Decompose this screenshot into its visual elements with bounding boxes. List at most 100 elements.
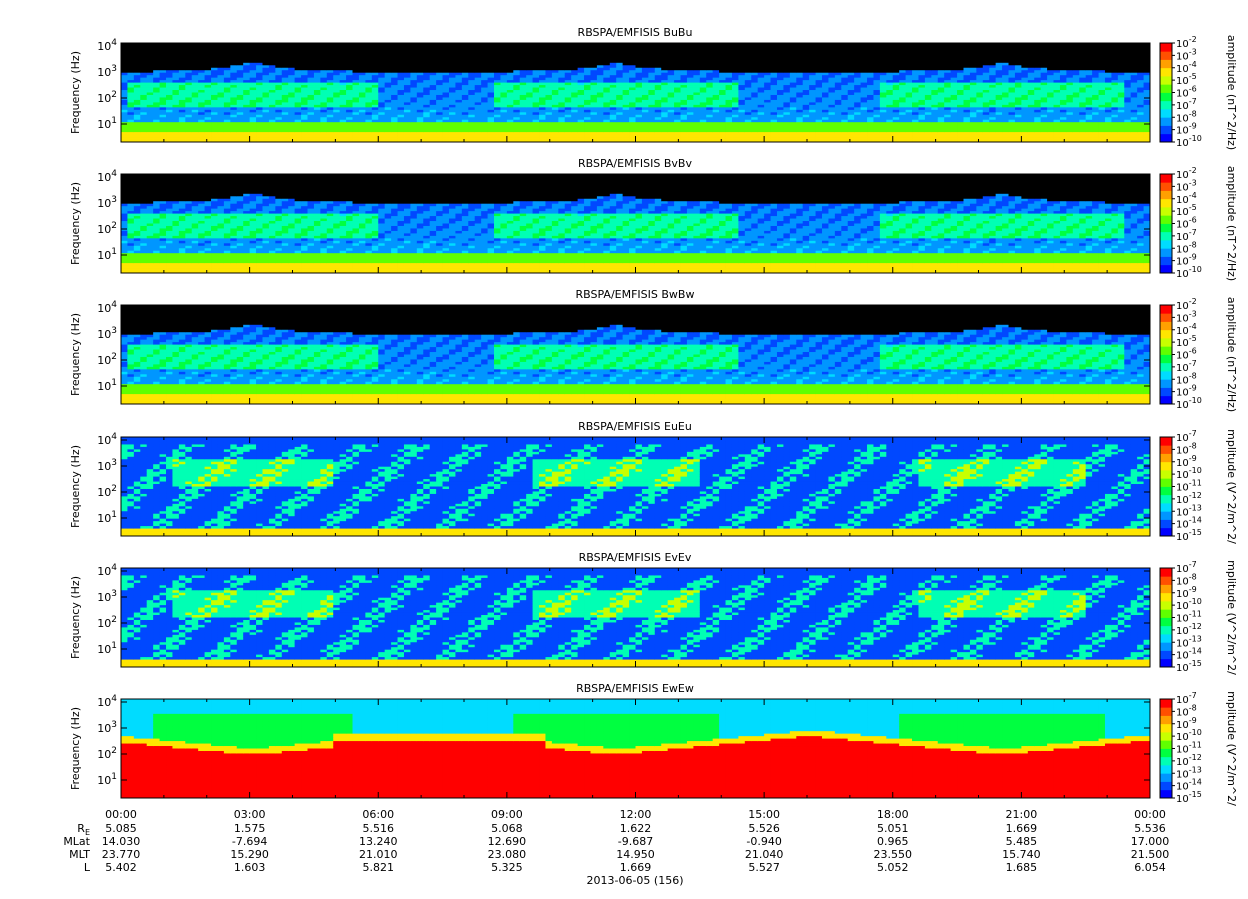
colorbar-tick-label: 10-9 bbox=[1176, 384, 1197, 399]
colorbar-swatch bbox=[1160, 609, 1172, 618]
colorbar-swatch bbox=[1160, 478, 1172, 487]
colorbar-tick-label: 10-12 bbox=[1176, 753, 1202, 768]
colorbar-swatch bbox=[1160, 773, 1172, 782]
colorbar-tick-label: 10-7 bbox=[1176, 429, 1197, 444]
y-tick-label: 104 bbox=[97, 432, 117, 447]
colorbar-swatch bbox=[1160, 740, 1172, 749]
y-tick-label: 102 bbox=[97, 221, 117, 236]
y-tick-label: 103 bbox=[97, 589, 117, 604]
ephemeris-value: 21.040 bbox=[745, 848, 784, 861]
colorbar-tick-label: 10-12 bbox=[1176, 622, 1202, 637]
colorbar-swatch bbox=[1160, 182, 1172, 191]
colorbar-tick-label: 10-8 bbox=[1176, 572, 1197, 587]
colorbar-swatch bbox=[1160, 519, 1172, 529]
y-tick-label: 104 bbox=[97, 300, 117, 315]
date-label: 2013-06-05 (156) bbox=[586, 874, 683, 887]
y-axis-label: Frequency (Hz) bbox=[69, 182, 82, 265]
ephemeris-value: 5.527 bbox=[748, 861, 780, 874]
colorbar: 10-1510-1410-1310-1210-1110-1010-910-810… bbox=[1159, 429, 1238, 544]
colorbar-swatch bbox=[1160, 109, 1172, 118]
ephemeris-value: 5.516 bbox=[363, 822, 395, 835]
colorbar-tick-label: 10-15 bbox=[1176, 790, 1202, 805]
spectrogram-panel: RBSPA/EMFISIS EuEu 101 102 103 104 Frequency … bbox=[69, 420, 1238, 544]
y-tick-label: 104 bbox=[97, 563, 117, 578]
colorbar-swatch bbox=[1160, 732, 1172, 741]
colorbar-tick-label: 10-10 bbox=[1176, 265, 1202, 280]
ephemeris-value: 1.603 bbox=[234, 861, 266, 874]
colorbar-label: mplitude (V^2/m^2/ bbox=[1225, 429, 1238, 544]
time-tick-label: 00:00 bbox=[1134, 808, 1166, 821]
colorbar-swatch bbox=[1160, 699, 1172, 708]
ephemeris-value: 1.669 bbox=[1006, 822, 1038, 835]
colorbar-tick-label: 10-9 bbox=[1176, 253, 1197, 268]
panel-title: RBSPA/EMFISIS BuBu bbox=[578, 26, 693, 39]
colorbar-swatch bbox=[1160, 715, 1172, 725]
colorbar-swatch bbox=[1160, 601, 1172, 610]
ephemeris-value: 6.054 bbox=[1134, 861, 1166, 874]
panel-title: RBSPA/EMFISIS BwBw bbox=[576, 288, 695, 301]
colorbar-swatch bbox=[1160, 511, 1172, 520]
colorbar-tick-label: 10-10 bbox=[1176, 466, 1202, 481]
colorbar-tick-label: 10-14 bbox=[1176, 647, 1202, 662]
ephemeris-value: -9.687 bbox=[618, 835, 653, 848]
colorbar: 10-1510-1410-1310-1210-1110-1010-910-810… bbox=[1159, 560, 1238, 675]
colorbar-label: amplitude (nT^2/Hz) bbox=[1225, 297, 1238, 412]
colorbar-swatch bbox=[1160, 100, 1172, 110]
spectrogram-panel: RBSPA/EMFISIS BuBu 101 102 103 104 Frequency … bbox=[69, 26, 1238, 150]
colorbar-swatch bbox=[1160, 248, 1172, 257]
ephemeris-value: 5.402 bbox=[105, 861, 137, 874]
colorbar-swatch bbox=[1160, 723, 1172, 733]
spectrogram-panel: RBSPA/EMFISIS BwBw 101 102 103 104 Frequency … bbox=[69, 288, 1238, 412]
colorbar-tick-label: 10-5 bbox=[1176, 334, 1197, 349]
colorbar-swatch bbox=[1160, 756, 1172, 766]
y-axis-label: Frequency (Hz) bbox=[69, 313, 82, 396]
ephemeris-value: 1.685 bbox=[1006, 861, 1038, 874]
spectrogram-image bbox=[121, 568, 1151, 668]
spectrogram-image bbox=[121, 174, 1151, 274]
ephemeris-value: 17.000 bbox=[1131, 835, 1170, 848]
panel-title: RBSPA/EMFISIS EvEv bbox=[579, 551, 692, 564]
ephemeris-value: 13.240 bbox=[359, 835, 398, 848]
colorbar-swatch bbox=[1160, 51, 1172, 60]
y-axis-label: Frequency (Hz) bbox=[69, 707, 82, 790]
y-tick-label: 103 bbox=[97, 195, 117, 210]
ephemeris-value: 21.500 bbox=[1131, 848, 1170, 861]
ephemeris-value: 0.965 bbox=[877, 835, 909, 848]
colorbar-tick-label: 10-11 bbox=[1176, 741, 1202, 756]
ephemeris-value: 5.052 bbox=[877, 861, 909, 874]
colorbar-tick-label: 10-14 bbox=[1176, 516, 1202, 531]
colorbar-tick-label: 10-5 bbox=[1176, 72, 1197, 87]
colorbar-swatch bbox=[1160, 576, 1172, 585]
colorbar-swatch bbox=[1160, 321, 1172, 331]
colorbar-swatch bbox=[1160, 642, 1172, 651]
colorbar-swatch bbox=[1160, 117, 1172, 126]
colorbar-label: amplitude (nT^2/Hz) bbox=[1225, 166, 1238, 281]
colorbar-swatch bbox=[1160, 748, 1172, 758]
colorbar-swatch bbox=[1160, 256, 1172, 266]
colorbar-swatch bbox=[1160, 453, 1172, 463]
colorbar-tick-label: 10-12 bbox=[1176, 491, 1202, 506]
colorbar-swatch bbox=[1160, 305, 1172, 314]
panel-title: RBSPA/EMFISIS EuEu bbox=[578, 420, 692, 433]
colorbar-tick-label: 10-8 bbox=[1176, 371, 1197, 386]
time-axis: 00:00 03:00 06:00 09:00 12:00 15:00 18:00 21:00… bbox=[63, 808, 1169, 874]
colorbar-tick-label: 10-10 bbox=[1176, 134, 1202, 149]
spectrogram-image bbox=[121, 437, 1151, 537]
colorbar-tick-label: 10-13 bbox=[1176, 503, 1202, 518]
ephemeris-value: 23.770 bbox=[102, 848, 141, 861]
y-tick-label: 101 bbox=[97, 510, 117, 525]
time-tick-label: 21:00 bbox=[1006, 808, 1038, 821]
time-tick-label: 00:00 bbox=[105, 808, 137, 821]
ephemeris-row-label: MLT bbox=[69, 848, 90, 861]
colorbar-tick-label: 10-3 bbox=[1176, 178, 1197, 193]
colorbar-swatch bbox=[1160, 207, 1172, 216]
ephemeris-value: 14.030 bbox=[102, 835, 141, 848]
y-axis-label: Frequency (Hz) bbox=[69, 576, 82, 659]
ephemeris-value: 1.622 bbox=[620, 822, 652, 835]
colorbar-tick-label: 10-3 bbox=[1176, 47, 1197, 62]
colorbar-tick-label: 10-6 bbox=[1176, 216, 1197, 231]
colorbar-tick-label: 10-10 bbox=[1176, 597, 1202, 612]
colorbar-swatch bbox=[1160, 76, 1172, 85]
